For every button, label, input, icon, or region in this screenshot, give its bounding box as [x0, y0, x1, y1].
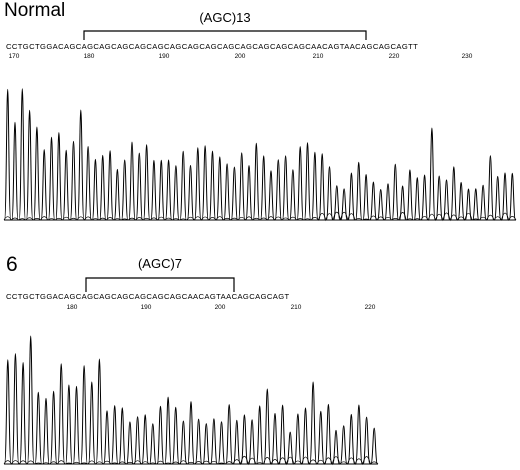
chromatogram-trace — [3, 335, 379, 466]
panel-normal: Normal (AGC)13 CCTGCTGGACAGCAGCAGCAGCAGC… — [0, 0, 520, 228]
position-label: 230 — [461, 53, 473, 60]
position-label: 200 — [234, 53, 246, 60]
position-label: 200 — [214, 304, 226, 311]
trace-secondary — [3, 455, 379, 466]
position-label: 220 — [364, 304, 376, 311]
position-label: 180 — [83, 53, 95, 60]
repeat-bracket — [83, 30, 367, 40]
position-label: 210 — [290, 304, 302, 311]
position-label: 170 — [8, 53, 20, 60]
base-sequence: CCTGCTGGACAGCAGCAGCAGCAGCAGCAGCAGCAGCAGC… — [6, 42, 419, 51]
position-label: 220 — [388, 53, 400, 60]
trace-main — [4, 88, 516, 221]
repeat-bracket — [85, 277, 235, 292]
position-label: 190 — [158, 53, 170, 60]
repeat-label: (AGC)13 — [199, 10, 251, 25]
panel-six: 6 (AGC)7 CCTGCTGGACAGCAGCAGCAGCAGCAGCAGC… — [0, 252, 520, 470]
base-sequence: CCTGCTGGACAGCAGCAGCAGCAGCAGCAGCAACAGTAAC… — [6, 292, 290, 301]
position-label: 210 — [312, 53, 324, 60]
trace-main — [4, 335, 378, 465]
sample-label: 6 — [6, 253, 18, 276]
trace-secondary — [3, 211, 517, 222]
chromatogram-trace — [3, 88, 517, 222]
position-label: 180 — [66, 304, 78, 311]
position-label: 190 — [140, 304, 152, 311]
sample-label: Normal — [4, 0, 66, 21]
repeat-label: (AGC)7 — [137, 256, 183, 271]
